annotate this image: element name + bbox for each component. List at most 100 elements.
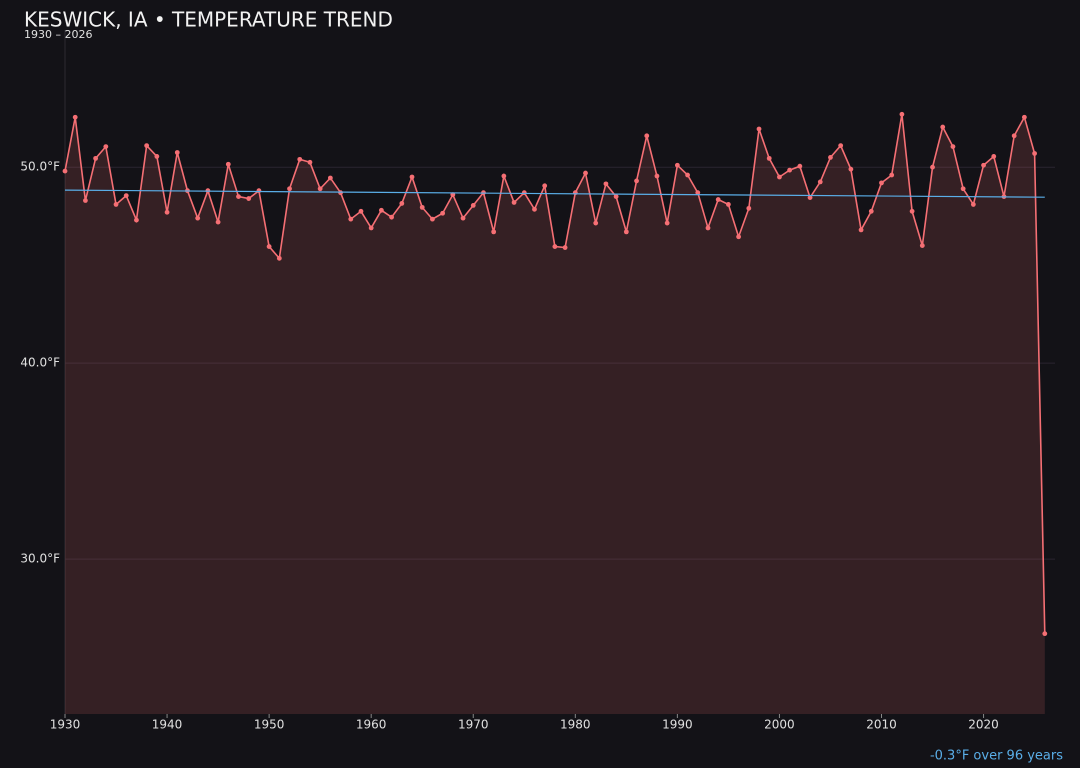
point bbox=[1032, 151, 1037, 156]
point bbox=[797, 163, 803, 169]
point bbox=[62, 168, 68, 174]
point bbox=[828, 154, 833, 160]
x-tick-label: 1930 bbox=[50, 718, 81, 732]
point bbox=[664, 220, 670, 226]
chart-subtitle: 1930 – 2026 bbox=[24, 28, 92, 41]
point bbox=[317, 186, 323, 192]
point bbox=[623, 229, 629, 235]
point bbox=[991, 154, 997, 159]
x-tick-label: 1960 bbox=[356, 718, 387, 732]
point bbox=[378, 207, 384, 213]
point bbox=[807, 195, 813, 200]
point bbox=[460, 215, 466, 221]
point bbox=[154, 154, 160, 159]
trend-line bbox=[64, 189, 1045, 198]
y-tick-label: 50.0°F bbox=[20, 160, 60, 174]
point bbox=[470, 203, 476, 208]
point bbox=[389, 214, 394, 220]
point bbox=[777, 174, 782, 180]
point bbox=[552, 244, 558, 249]
point bbox=[746, 205, 752, 211]
point bbox=[726, 202, 731, 207]
point bbox=[256, 188, 262, 194]
point bbox=[970, 202, 976, 207]
point bbox=[960, 186, 966, 192]
point bbox=[603, 181, 609, 187]
point bbox=[848, 166, 854, 172]
point bbox=[521, 190, 527, 196]
point bbox=[562, 245, 568, 250]
point bbox=[766, 155, 772, 161]
point bbox=[430, 216, 435, 222]
point bbox=[297, 156, 303, 162]
point bbox=[613, 194, 619, 199]
x-tick-label: 1970 bbox=[458, 718, 489, 732]
point bbox=[287, 186, 292, 192]
x-tick-label: 1940 bbox=[152, 718, 183, 732]
x-tick-label: 1950 bbox=[254, 718, 285, 732]
point bbox=[215, 219, 221, 225]
point bbox=[542, 183, 548, 189]
point bbox=[501, 173, 507, 179]
point bbox=[368, 225, 374, 231]
point bbox=[705, 225, 711, 231]
x-tick-label: 2000 bbox=[764, 718, 795, 732]
point bbox=[899, 111, 905, 117]
x-tick-label: 2020 bbox=[968, 718, 999, 732]
point bbox=[307, 159, 313, 165]
point bbox=[440, 210, 446, 216]
point bbox=[715, 197, 721, 202]
point bbox=[358, 208, 364, 214]
point bbox=[399, 201, 405, 206]
annotation: -0.3°F over 96 years bbox=[930, 749, 1063, 764]
point bbox=[491, 229, 497, 235]
chart-title: KESWICK, IA • TEMPERATURE TREND bbox=[24, 8, 393, 32]
point bbox=[950, 144, 956, 150]
point bbox=[674, 162, 680, 168]
point bbox=[685, 172, 690, 178]
point bbox=[940, 124, 946, 130]
point bbox=[654, 173, 660, 179]
point bbox=[72, 114, 78, 120]
point bbox=[889, 172, 895, 178]
point bbox=[174, 150, 180, 155]
point bbox=[868, 208, 874, 214]
point bbox=[858, 227, 864, 233]
x-tick-label: 1990 bbox=[662, 718, 693, 732]
point bbox=[225, 161, 231, 167]
point bbox=[695, 190, 701, 196]
point bbox=[1011, 133, 1017, 139]
point bbox=[123, 193, 129, 199]
point bbox=[838, 143, 844, 149]
point bbox=[113, 202, 119, 207]
point bbox=[236, 194, 241, 199]
point bbox=[93, 155, 99, 161]
area bbox=[65, 114, 1045, 714]
point bbox=[1042, 631, 1048, 637]
point bbox=[634, 178, 639, 184]
point bbox=[583, 170, 588, 176]
point bbox=[246, 196, 252, 201]
point bbox=[276, 255, 282, 261]
point bbox=[327, 175, 333, 181]
point bbox=[736, 234, 742, 240]
point bbox=[756, 126, 762, 132]
point bbox=[266, 244, 272, 249]
x-tick-label: 2010 bbox=[866, 718, 897, 732]
y-tick-label: 30.0°F bbox=[20, 552, 60, 566]
point bbox=[930, 164, 935, 170]
point bbox=[419, 204, 425, 210]
point bbox=[195, 215, 201, 221]
point bbox=[909, 208, 915, 214]
point bbox=[532, 206, 537, 212]
point bbox=[817, 179, 823, 185]
point bbox=[644, 133, 650, 139]
point bbox=[83, 198, 88, 203]
point bbox=[164, 209, 170, 215]
point bbox=[348, 216, 354, 222]
point bbox=[103, 144, 109, 150]
point bbox=[593, 220, 599, 226]
x-tick-label: 1980 bbox=[560, 718, 591, 732]
